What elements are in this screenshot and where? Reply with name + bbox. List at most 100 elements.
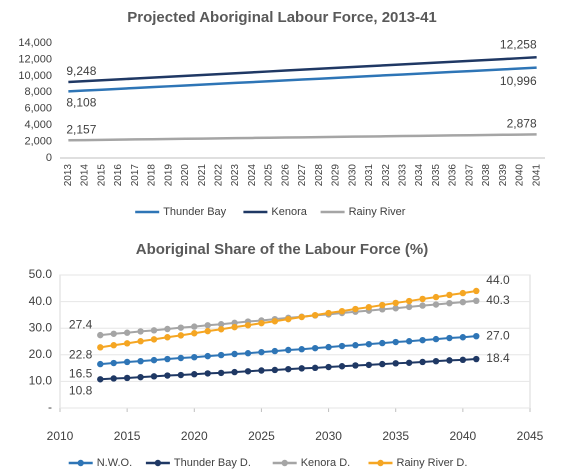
- marker: [459, 298, 467, 306]
- marker: [97, 360, 104, 368]
- legend-marker: [377, 459, 384, 467]
- legend-marker: [154, 459, 162, 467]
- marker: [338, 363, 346, 370]
- marker: [231, 368, 238, 376]
- y-tick-label: 4,000: [24, 119, 52, 131]
- marker: [177, 324, 185, 331]
- x-tick-label: 2028: [314, 164, 325, 187]
- data-label: 16.5: [69, 366, 93, 380]
- x-tick-label: 2019: [163, 164, 174, 187]
- marker: [311, 364, 319, 372]
- marker: [191, 353, 198, 361]
- y-tick-label: 0: [46, 152, 52, 164]
- marker: [325, 363, 332, 371]
- marker: [191, 323, 198, 330]
- marker: [110, 359, 117, 367]
- marker: [137, 328, 144, 335]
- marker: [459, 289, 467, 297]
- data-label: 27.0: [486, 328, 510, 342]
- marker: [110, 330, 117, 337]
- data-label: 10.8: [69, 383, 93, 397]
- series-line: [68, 133, 537, 142]
- marker: [217, 369, 225, 377]
- legend-label: Rainy River D.: [397, 457, 468, 469]
- marker: [365, 340, 373, 348]
- marker: [177, 332, 185, 339]
- marker: [231, 350, 238, 358]
- chart-title: Aboriginal Share of the Labour Force (%): [136, 241, 429, 258]
- marker: [419, 302, 426, 309]
- x-tick-label: 2014: [80, 164, 91, 187]
- marker: [137, 373, 144, 381]
- marker: [244, 350, 252, 357]
- marker: [110, 375, 117, 382]
- marker: [379, 339, 386, 347]
- x-tick-label: 2037: [464, 164, 475, 187]
- marker: [231, 323, 238, 331]
- y-tick-label: 2,000: [24, 135, 52, 147]
- marker: [446, 299, 453, 307]
- marker: [123, 329, 131, 336]
- x-tick-label: 2036: [448, 164, 459, 187]
- x-tick-label: 2039: [498, 164, 509, 187]
- marker: [446, 357, 453, 364]
- x-tick-label: 2020: [181, 429, 208, 443]
- marker: [379, 301, 386, 309]
- marker: [379, 360, 386, 368]
- data-label: 40.3: [486, 293, 510, 307]
- data-label: 18.4: [486, 351, 510, 365]
- marker: [258, 348, 265, 356]
- marker: [405, 303, 413, 311]
- marker: [325, 343, 332, 351]
- data-label: 22.8: [69, 348, 93, 362]
- marker: [446, 334, 453, 342]
- y-tick-label: 50.0: [29, 267, 53, 281]
- series-line: [68, 66, 537, 93]
- marker: [204, 327, 211, 335]
- marker: [432, 335, 440, 343]
- data-label: 44.0: [486, 273, 510, 287]
- data-label: 12,258: [500, 37, 537, 51]
- x-tick-label: 2016: [113, 164, 124, 187]
- marker: [150, 356, 158, 364]
- x-tick-label: 2018: [147, 164, 158, 187]
- marker: [473, 297, 480, 305]
- marker: [311, 311, 319, 319]
- legend-label: Thunder Bay D.: [174, 457, 251, 469]
- marker: [285, 365, 292, 373]
- marker: [338, 307, 346, 315]
- y-tick-label: 14,000: [18, 37, 52, 49]
- x-tick-label: 2040: [515, 164, 526, 187]
- marker: [285, 346, 292, 354]
- x-tick-label: 2038: [481, 164, 492, 187]
- plot-border: [59, 274, 531, 409]
- x-tick-label: 2029: [331, 164, 342, 187]
- y-tick-label: 8,000: [24, 86, 52, 98]
- marker: [473, 355, 480, 363]
- x-tick-label: 2045: [517, 429, 544, 443]
- marker: [419, 358, 426, 366]
- marker: [352, 342, 359, 349]
- marker: [405, 297, 413, 305]
- x-tick-label: 2030: [315, 429, 342, 443]
- data-label: 8,108: [66, 96, 96, 110]
- data-label: 2,157: [66, 122, 96, 136]
- marker: [204, 370, 211, 377]
- marker: [217, 326, 225, 333]
- marker: [150, 327, 158, 334]
- marker: [352, 305, 359, 313]
- marker: [459, 356, 467, 364]
- marker: [123, 358, 131, 366]
- marker: [419, 336, 426, 344]
- marker: [164, 334, 171, 341]
- legend-label: N.W.O.: [97, 457, 132, 469]
- x-tick-label: 2031: [364, 164, 375, 187]
- marker: [177, 371, 185, 379]
- y-tick-label: -: [48, 400, 52, 414]
- series-line: [68, 56, 537, 84]
- marker: [271, 318, 279, 325]
- x-tick-label: 2025: [248, 429, 275, 443]
- marker: [217, 351, 225, 359]
- marker: [446, 291, 453, 299]
- marker: [325, 309, 332, 317]
